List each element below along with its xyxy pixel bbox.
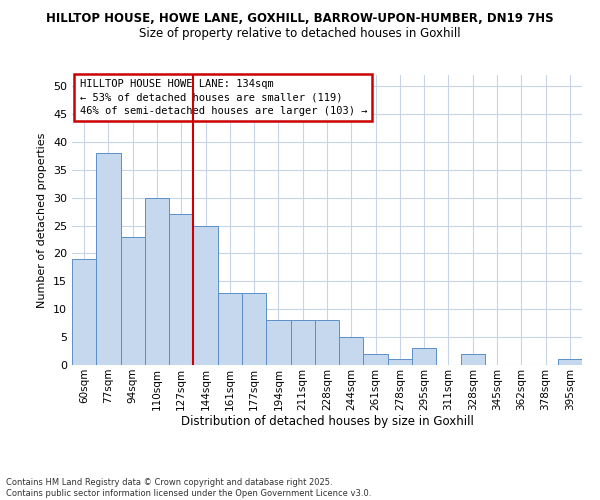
- Bar: [388, 360, 412, 365]
- Bar: [364, 354, 388, 365]
- Bar: [266, 320, 290, 365]
- Bar: [461, 354, 485, 365]
- Bar: [339, 337, 364, 365]
- Y-axis label: Number of detached properties: Number of detached properties: [37, 132, 47, 308]
- Text: Contains HM Land Registry data © Crown copyright and database right 2025.
Contai: Contains HM Land Registry data © Crown c…: [6, 478, 371, 498]
- Bar: [315, 320, 339, 365]
- Text: Size of property relative to detached houses in Goxhill: Size of property relative to detached ho…: [139, 28, 461, 40]
- Bar: [218, 292, 242, 365]
- Text: HILLTOP HOUSE, HOWE LANE, GOXHILL, BARROW-UPON-HUMBER, DN19 7HS: HILLTOP HOUSE, HOWE LANE, GOXHILL, BARRO…: [46, 12, 554, 26]
- Bar: [412, 348, 436, 365]
- Bar: [169, 214, 193, 365]
- Text: HILLTOP HOUSE HOWE LANE: 134sqm
← 53% of detached houses are smaller (119)
46% o: HILLTOP HOUSE HOWE LANE: 134sqm ← 53% of…: [80, 80, 367, 116]
- Bar: [121, 236, 145, 365]
- Bar: [145, 198, 169, 365]
- Bar: [242, 292, 266, 365]
- X-axis label: Distribution of detached houses by size in Goxhill: Distribution of detached houses by size …: [181, 416, 473, 428]
- Bar: [193, 226, 218, 365]
- Bar: [72, 259, 96, 365]
- Bar: [96, 153, 121, 365]
- Bar: [290, 320, 315, 365]
- Bar: [558, 360, 582, 365]
